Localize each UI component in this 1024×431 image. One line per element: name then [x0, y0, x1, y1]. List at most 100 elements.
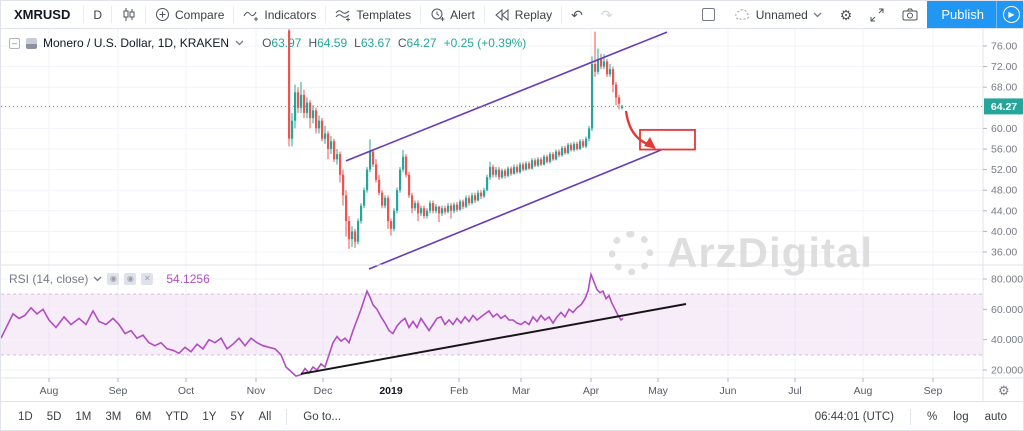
- undo-icon: ↶: [571, 6, 583, 23]
- open-value: 63.97: [271, 36, 302, 50]
- candle-body: [426, 210, 429, 216]
- candle-body: [498, 169, 501, 178]
- symbol-title[interactable]: Monero / U.S. Dollar, 1D, KRAKEN: [43, 36, 230, 50]
- candle-body: [516, 167, 519, 173]
- redo-icon: ↷: [600, 6, 613, 23]
- high-value: 64.59: [317, 36, 348, 50]
- percent-scale-button[interactable]: %: [927, 411, 938, 423]
- candle-body: [534, 160, 537, 166]
- toolbar-separator: [420, 6, 422, 23]
- rsi-settings-icon[interactable]: ◉: [124, 273, 137, 285]
- candle-body: [558, 151, 561, 156]
- chart-canvas[interactable]: Aug Sep Oct Nov Dec 2019 Feb Mar Apr May Jun Jul Aug…: [1, 29, 1024, 401]
- time-axis-label: 2019: [379, 385, 403, 397]
- candle-body: [507, 168, 510, 176]
- saved-layout-button[interactable]: Unnamed: [724, 1, 831, 28]
- rsi-visibility-icon[interactable]: ◉: [107, 273, 120, 285]
- layout-select-button[interactable]: [693, 1, 724, 28]
- chart-style-button[interactable]: [112, 1, 145, 28]
- snapshot-button[interactable]: [893, 1, 927, 28]
- range-button-6m[interactable]: 6M: [135, 411, 152, 423]
- redo-button[interactable]: ↷: [592, 1, 622, 28]
- candle-body: [522, 164, 525, 170]
- time-axis-label: Jun: [720, 385, 737, 397]
- candle-body: [504, 170, 507, 176]
- price-axis-label: 60.00: [991, 123, 1017, 135]
- candle-body: [387, 197, 390, 222]
- range-button-5y[interactable]: 5Y: [230, 411, 245, 423]
- compare-button[interactable]: Compare: [146, 1, 233, 28]
- candle-body: [471, 195, 474, 204]
- rsi-delete-icon[interactable]: ✕: [141, 273, 154, 285]
- alert-button[interactable]: Alert: [421, 1, 484, 28]
- candle-body: [492, 167, 495, 175]
- candle-body: [537, 159, 540, 166]
- fullscreen-button[interactable]: [861, 1, 893, 28]
- undo-button[interactable]: ↶: [562, 1, 592, 28]
- range-button-1y[interactable]: 1Y: [202, 411, 217, 423]
- replay-button[interactable]: Replay: [485, 1, 561, 28]
- candle-body: [465, 197, 468, 207]
- symbol-button[interactable]: XMRUSD: [14, 7, 71, 22]
- collapse-pane-icon[interactable]: –: [9, 37, 20, 49]
- candle-body: [606, 61, 609, 75]
- candle-body: [303, 94, 306, 113]
- rsi-axis-label: 80.0000: [991, 274, 1024, 286]
- price-axis-label: 36.00: [991, 247, 1017, 259]
- channel-lower-trendline[interactable]: [368, 149, 662, 270]
- publish-idea-button[interactable]: ▶: [997, 6, 1023, 23]
- interval-button[interactable]: D: [93, 7, 103, 22]
- current-price-badge-text: 64.27: [991, 101, 1017, 113]
- candle-body: [357, 221, 360, 242]
- range-button-1m[interactable]: 1M: [75, 411, 92, 423]
- range-button-all[interactable]: All: [258, 411, 272, 423]
- price-axis-label: 76.00: [991, 41, 1017, 53]
- candle-body: [543, 156, 546, 165]
- time-axis-settings-button[interactable]: ⚙: [998, 383, 1010, 398]
- time-axis-label: Dec: [314, 385, 333, 397]
- toolbar-separator: [233, 6, 235, 23]
- time-axis-label: Aug: [854, 385, 873, 397]
- cloud-icon: [733, 8, 751, 21]
- camera-icon: [902, 8, 918, 21]
- candle-body: [570, 144, 573, 151]
- rsi-band: [1, 294, 983, 355]
- clock-utc[interactable]: 06:44:01 (UTC): [814, 411, 895, 423]
- candle-body: [591, 64, 594, 129]
- log-scale-button[interactable]: log: [953, 411, 969, 423]
- candle-body: [432, 203, 435, 211]
- templates-button[interactable]: Templates: [326, 1, 420, 28]
- toolbar-separator: [561, 6, 563, 23]
- toolbar-separator: [325, 6, 327, 23]
- candle-body: [552, 154, 555, 160]
- rsi-axis-label: 20.0000: [991, 365, 1024, 377]
- range-button-3m[interactable]: 3M: [105, 411, 122, 423]
- rsi-title[interactable]: RSI (14, close): [9, 272, 89, 286]
- chevron-down-icon[interactable]: [235, 40, 244, 46]
- range-button-ytd[interactable]: YTD: [165, 411, 189, 423]
- candle-body: [579, 141, 582, 149]
- rsi-trendline-drawing[interactable]: [300, 303, 687, 375]
- bottombar-separator: [286, 409, 288, 425]
- chevron-down-icon[interactable]: [93, 276, 102, 282]
- settings-button[interactable]: ⚙: [831, 1, 862, 28]
- publish-button[interactable]: Publish: [941, 7, 984, 22]
- candle-body: [444, 208, 447, 212]
- range-button-5d[interactable]: 5D: [46, 411, 62, 423]
- auto-scale-button[interactable]: auto: [984, 411, 1007, 423]
- candle-body: [528, 163, 531, 169]
- price-axis-label: 52.00: [991, 164, 1017, 176]
- time-axis-label: May: [648, 385, 669, 397]
- time-axis-label: Nov: [247, 385, 266, 397]
- range-button-1d[interactable]: 1D: [18, 411, 33, 423]
- time-axis-label: Aug: [40, 385, 59, 397]
- indicators-button[interactable]: Indicators: [234, 1, 325, 28]
- rsi-axis-label: 40.0000: [991, 334, 1024, 346]
- goto-button[interactable]: Go to...: [303, 411, 342, 423]
- candle-body: [438, 206, 441, 214]
- candle-body: [390, 221, 393, 229]
- candle-body: [483, 190, 486, 197]
- channel-upper-trendline[interactable]: [345, 31, 668, 162]
- candle-body: [327, 133, 330, 149]
